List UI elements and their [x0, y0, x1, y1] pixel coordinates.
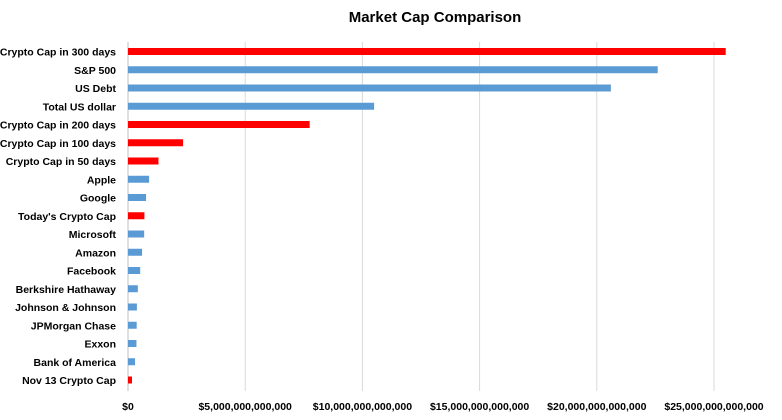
category-label: Total US dollar [43, 101, 116, 113]
gridlines [244, 42, 715, 391]
bar-microsoft [128, 230, 145, 238]
category-label: Today's Crypto Cap [18, 211, 116, 223]
x-tick-label: $0 [122, 401, 134, 413]
bar-today-s-crypto-cap [128, 212, 145, 220]
category-label: Crypto Cap in 50 days [6, 156, 116, 168]
bar-google [128, 194, 147, 201]
bar-us-debt [128, 84, 611, 92]
category-label: Amazon [75, 247, 116, 259]
bar-s-p-500 [128, 66, 658, 74]
bar-crypto-cap-in-300-days [128, 48, 726, 55]
bar-nov-13-crypto-cap [128, 376, 132, 384]
category-label: Johnson & Johnson [15, 302, 116, 314]
category-label: S&P 500 [74, 65, 116, 77]
bar-jpmorgan-chase [128, 321, 137, 329]
category-label: Google [80, 193, 116, 205]
category-labels: Crypto Cap in 300 days S&P 500 US Debt Tota… [0, 47, 117, 388]
category-label: JPMorgan Chase [31, 320, 116, 332]
bars [128, 48, 726, 384]
category-label: Bank of America [34, 357, 117, 369]
x-tick-label: $5,000,000,000,000 [198, 401, 292, 413]
bar-johnson-johnson [128, 303, 137, 311]
category-label: Apple [87, 174, 116, 186]
bar-amazon [128, 248, 143, 256]
bar-exxon [128, 340, 137, 347]
category-label: US Debt [75, 83, 116, 95]
bar-bank-of-america [128, 358, 136, 366]
bar-crypto-cap-in-100-days [128, 139, 184, 147]
category-label: Microsoft [69, 229, 117, 241]
x-tick-label: $10,000,000,000,000 [313, 401, 412, 413]
bar-total-us-dollar [128, 102, 375, 110]
bar-berkshire-hathaway [128, 285, 138, 293]
bar-crypto-cap-in-50-days [128, 157, 159, 165]
category-label: Crypto Cap in 200 days [0, 120, 116, 132]
category-label: Crypto Cap in 100 days [0, 138, 116, 150]
bar-facebook [128, 267, 141, 274]
x-tick-labels: $0 $5,000,000,000,000 $10,000,000,000,000 $… [122, 401, 764, 413]
category-label: Crypto Cap in 300 days [0, 47, 116, 59]
x-tick-label: $20,000,000,000,000 [547, 401, 646, 413]
category-label: Berkshire Hathaway [16, 284, 117, 296]
category-label: Nov 13 Crypto Cap [22, 375, 116, 387]
bar-apple [128, 175, 150, 183]
chart-title: Market Cap Comparison [349, 9, 522, 26]
x-tick-label: $25,000,000,000,000 [664, 401, 763, 413]
bar-crypto-cap-in-200-days [128, 121, 310, 128]
category-label: Facebook [67, 266, 116, 278]
category-label: Exxon [84, 339, 116, 351]
x-tick-label: $15,000,000,000,000 [430, 401, 529, 413]
